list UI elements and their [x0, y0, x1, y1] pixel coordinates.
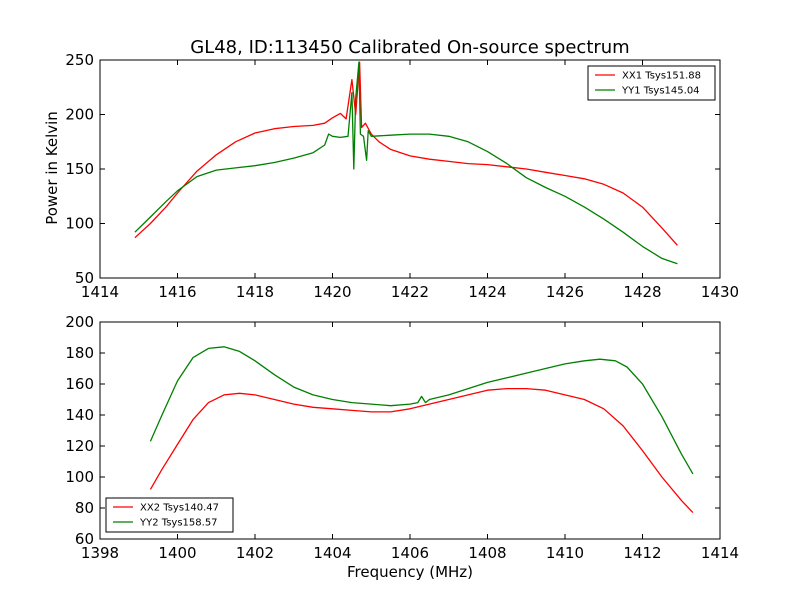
y-tick-label: 250 [65, 51, 94, 69]
x-tick-label: 1402 [236, 544, 274, 562]
x-tick-label: 1412 [623, 544, 661, 562]
top-subplot: 1414 1416 1418 1420 1422 1424 1426 1428 1430 50 10… [65, 51, 739, 301]
y-tick-label: 150 [65, 160, 94, 178]
x-tick-label: 1424 [468, 283, 506, 301]
legend-box [105, 497, 234, 533]
bottom-subplot: 1398 1400 1402 1404 1406 1408 1410 1412 1414 60 80… [65, 313, 739, 562]
x-tick-label: 1404 [313, 544, 351, 562]
y-tick-label: 160 [65, 375, 94, 393]
x-tick-label: 1414 [81, 283, 119, 301]
y-tick-label: 100 [65, 215, 94, 233]
x-tick-label: 1398 [81, 544, 119, 562]
legend-label: XX1 Tsys151.88 [622, 71, 701, 82]
y-tick-label: 140 [65, 406, 94, 424]
x-tick-label: 1416 [158, 283, 196, 301]
legend-label: YY1 Tsys145.04 [621, 86, 700, 97]
y-tick-label: 200 [65, 106, 94, 124]
legend-box [587, 65, 716, 101]
legend-label: YY2 Tsys158.57 [139, 518, 218, 529]
series-line-1 [134, 61, 678, 246]
x-tick-label: 1408 [468, 544, 506, 562]
series-line-2 [149, 346, 694, 475]
y-tick-label: 120 [65, 437, 94, 455]
x-tick-label: 1422 [391, 283, 429, 301]
series-line-2 [134, 61, 678, 265]
legend: XX2 Tsys140.47 YY2 Tsys158.57 [105, 497, 234, 533]
y-tick-label: 80 [75, 499, 94, 517]
x-tick-label: 1400 [158, 544, 196, 562]
x-tick-label: 1430 [701, 283, 739, 301]
y-tick-label: 180 [65, 344, 94, 362]
y-axis-label: Power in Kelvin [43, 111, 61, 225]
x-tick-label: 1426 [546, 283, 584, 301]
legend: XX1 Tsys151.88 YY1 Tsys145.04 [587, 65, 716, 101]
y-tick-label: 60 [75, 530, 94, 548]
x-tick-label: 1420 [313, 283, 351, 301]
legend-label: XX2 Tsys140.47 [140, 503, 219, 514]
x-tick-label: 1418 [236, 283, 274, 301]
x-tick-label: 1410 [546, 544, 584, 562]
chart-title: GL48, ID:113450 Calibrated On-source spe… [190, 37, 629, 58]
y-tick-label: 200 [65, 313, 94, 331]
series-line-1 [149, 387, 694, 514]
y-tick-label: 50 [75, 269, 94, 287]
x-tick-label: 1428 [623, 283, 661, 301]
x-tick-label: 1414 [701, 544, 739, 562]
y-tick-label: 100 [65, 468, 94, 486]
x-axis-label: Frequency (MHz) [347, 563, 473, 581]
x-tick-label: 1406 [391, 544, 429, 562]
